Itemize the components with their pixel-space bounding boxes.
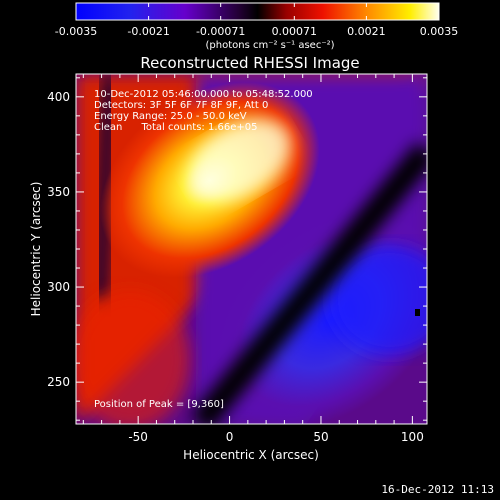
annotation-detectors: Detectors: 3F 5F 6F 7F 8F 9F, Att 0 — [94, 100, 268, 111]
x-axis-label: Heliocentric X (arcsec) — [183, 448, 319, 462]
peak-position-label: Position of Peak = [9,360] — [94, 399, 224, 410]
colorbar-tick-label: 0.00071 — [272, 25, 318, 38]
colorbar-unit-label: (photons cm⁻² s⁻¹ asec⁻²) — [205, 40, 334, 51]
colorbar-gradient — [76, 3, 439, 20]
y-tick-label: 350 — [47, 185, 70, 199]
annotation-total-counts: Clean Total counts: 1.66e+05 — [94, 122, 257, 133]
y-tick-label: 300 — [47, 280, 70, 294]
colorbar-tick-label: -0.00071 — [196, 25, 245, 38]
annotation-energy-range: Energy Range: 25.0 - 50.0 keV — [94, 111, 247, 122]
colorbar-tick-label: 0.0021 — [347, 25, 386, 38]
colorbar-tick-label: 0.0035 — [420, 25, 459, 38]
x-tick-label: -50 — [128, 430, 148, 444]
chart-title: Reconstructed RHESSI Image — [140, 54, 359, 72]
y-axis: 250 300 350 400 — [47, 77, 427, 421]
y-axis-label: Heliocentric Y (arcsec) — [29, 182, 43, 317]
x-tick-label: 100 — [401, 430, 424, 444]
x-tick-label: 50 — [313, 430, 328, 444]
colorbar: -0.0035 -0.0021 -0.00071 0.00071 0.0021 0.003… — [55, 2, 459, 51]
annotation-time-range: 10-Dec-2012 05:46:00.000 to 05:48:52.000 — [94, 89, 313, 100]
x-tick-label: 0 — [226, 430, 234, 444]
y-tick-label: 400 — [47, 90, 70, 104]
footer-timestamp: 16-Dec-2012 11:13 — [381, 483, 494, 496]
colorbar-tick-label: -0.0035 — [55, 25, 97, 38]
heatmap-image — [76, 74, 427, 424]
colorbar-tick-label: -0.0021 — [127, 25, 169, 38]
y-tick-label: 250 — [47, 375, 70, 389]
annotation-block: 10-Dec-2012 05:46:00.000 to 05:48:52.000… — [94, 89, 313, 133]
x-axis: -50 0 50 100 — [82, 74, 424, 444]
peak-marker — [415, 309, 420, 316]
